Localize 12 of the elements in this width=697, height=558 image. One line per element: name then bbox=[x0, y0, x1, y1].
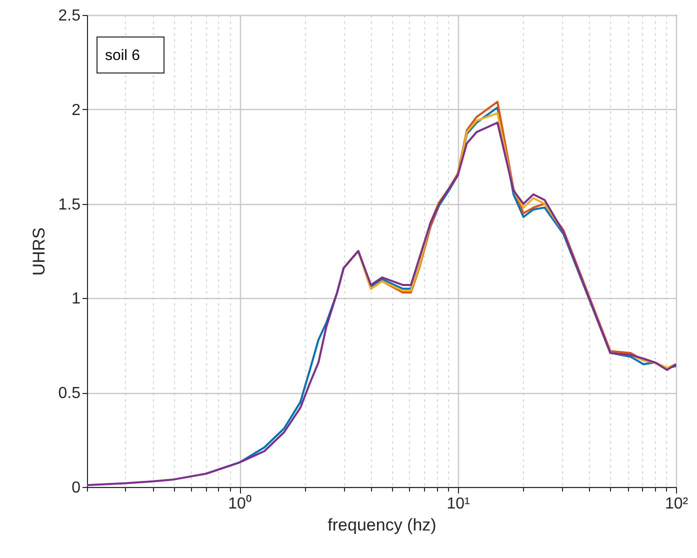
y-tick-label: 1.5 bbox=[58, 196, 81, 214]
y-tick-label: 1 bbox=[72, 290, 81, 308]
annotation: soil 6 bbox=[105, 47, 140, 64]
y-axis-title: UHRS bbox=[29, 227, 48, 276]
y-tick-label: 2.5 bbox=[58, 8, 81, 24]
y-tick-label: 0 bbox=[72, 480, 81, 496]
x-tick-label: 10¹ bbox=[446, 496, 470, 512]
y-tick-label: 0.5 bbox=[58, 385, 81, 402]
x-tick-label: 10² bbox=[664, 496, 689, 512]
y-tick-label: 2 bbox=[72, 102, 81, 119]
x-tick-label: 10⁰ bbox=[228, 494, 252, 512]
x-axis-title: frequency (hz) bbox=[328, 516, 436, 534]
